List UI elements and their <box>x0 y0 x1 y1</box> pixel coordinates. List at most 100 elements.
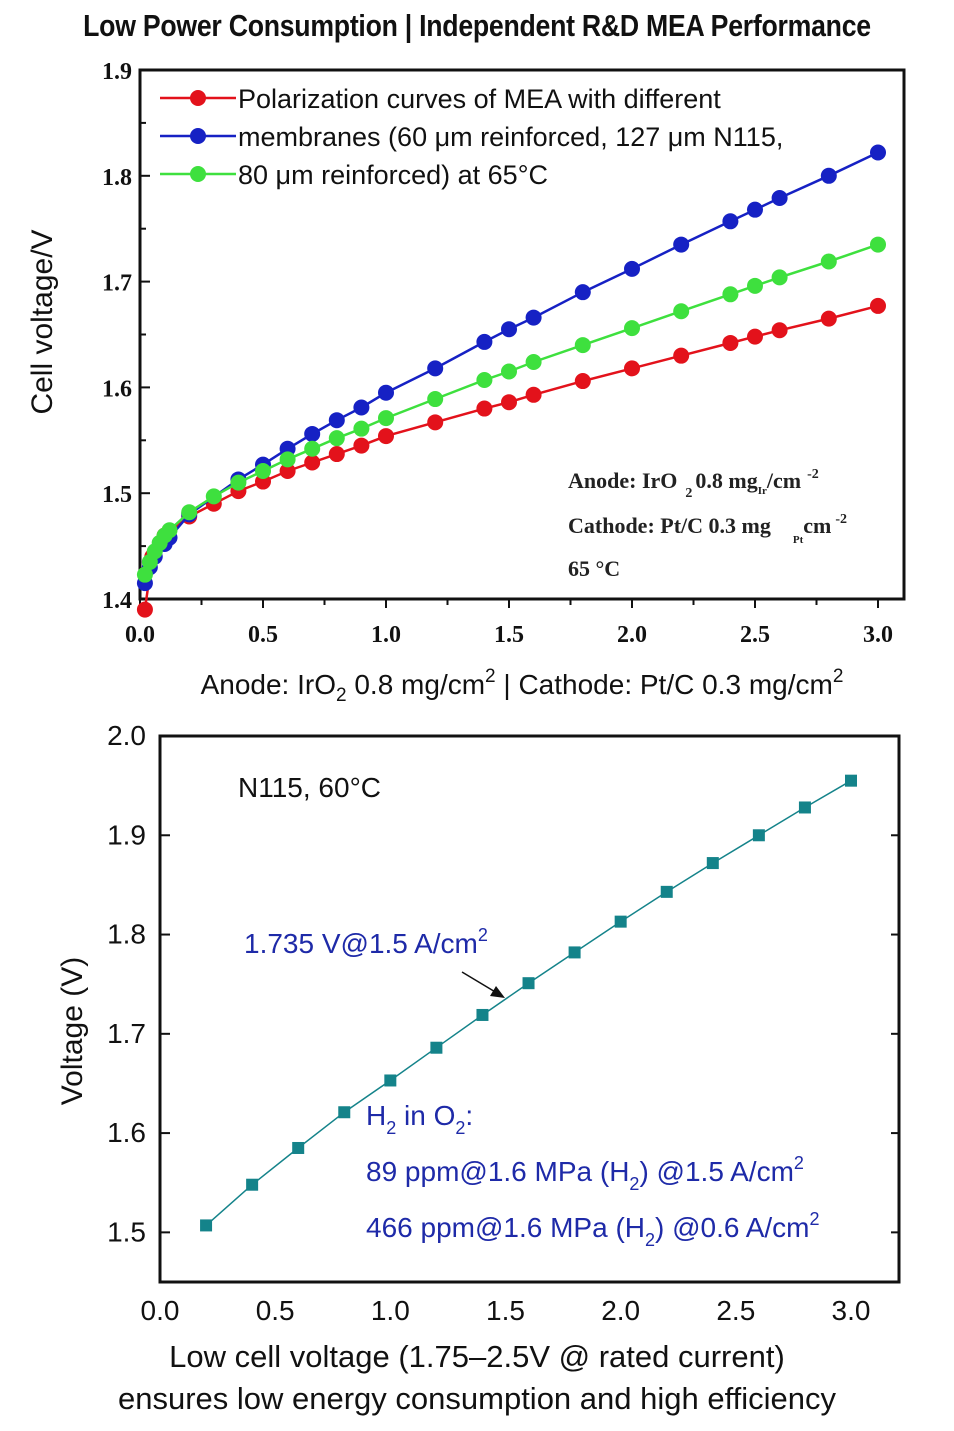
x-tick-label: 1.0 <box>371 622 401 648</box>
y-tick-label: 1.6 <box>107 1117 146 1148</box>
data-point-green <box>230 474 247 491</box>
x-tick-label: 3.0 <box>832 1295 871 1326</box>
h2-in-o2-annotation: H2 in O2: 89 ppm@1.6 MPa (H2) @1.5 A/cm2… <box>366 1100 820 1250</box>
top-x-axis-label: Anode: IrO2 0.8 mg/cm2 | Cathode: Pt/C 0… <box>201 666 844 706</box>
top-y-axis-label: Cell voltage/V <box>26 229 59 414</box>
data-point-blue <box>328 412 345 429</box>
x-tick-label: 2.0 <box>617 622 647 648</box>
bottom-x-ticks: 0.0 0.5 1.0 1.5 2.0 2.5 3.0 <box>141 1295 871 1326</box>
data-point-N115 <box>614 915 627 928</box>
bottom-y-ticks: 1.5 1.6 1.7 1.8 1.9 2.0 <box>107 720 899 1247</box>
x-tick-label: 2.5 <box>716 1295 755 1326</box>
data-point-N115 <box>338 1106 351 1119</box>
x-tick-label: 0.5 <box>256 1295 295 1326</box>
y-tick-label: 1.8 <box>107 919 146 950</box>
data-point-blue <box>771 190 788 207</box>
y-tick-label: 2.0 <box>107 720 146 751</box>
data-point-blue <box>304 425 321 442</box>
data-point-green <box>353 420 370 437</box>
y-tick-label: 1.7 <box>107 1018 146 1049</box>
data-point-N115 <box>430 1041 443 1054</box>
callout-arrow <box>461 971 505 998</box>
data-point-red <box>624 360 640 377</box>
data-point-red <box>501 394 517 411</box>
data-point-green <box>161 522 178 539</box>
y-tick-label: 1.8 <box>102 165 132 191</box>
data-point-green <box>205 488 222 505</box>
data-point-red <box>673 347 690 364</box>
y-tick-label: 1.4 <box>102 588 132 614</box>
data-point-green <box>574 337 591 354</box>
data-point-green <box>378 410 394 427</box>
anode-loading-text: Anode: IrO20.8 mgIr/cm -2 <box>568 467 819 501</box>
data-point-N115 <box>522 977 535 990</box>
page-title: Low Power Consumption | Independent R&D … <box>83 8 871 43</box>
data-point-N115 <box>292 1141 305 1154</box>
data-point-green <box>476 371 493 388</box>
x-tick-label: 1.5 <box>494 622 524 648</box>
callout-label: 1.735 V@1.5 A/cm2 <box>244 925 488 959</box>
data-point-red <box>353 437 370 454</box>
h2-in-o2-line-1: 89 ppm@1.6 MPa (H2) @1.5 A/cm2 <box>366 1153 804 1194</box>
series-line-red <box>143 304 879 610</box>
data-point-green <box>328 430 345 447</box>
data-point-green <box>747 277 763 294</box>
data-point-red <box>136 601 153 618</box>
data-point-red <box>870 297 886 314</box>
data-point-green <box>501 363 517 380</box>
data-point-red <box>328 446 345 463</box>
top-conditions-annotation: Anode: IrO20.8 mgIr/cm -2 Cathode: Pt/C 0… <box>568 467 847 581</box>
legend-blue-marker <box>190 128 206 144</box>
data-point-green <box>525 354 542 371</box>
bottom-series-group <box>200 774 857 1232</box>
data-point-green <box>255 462 271 479</box>
y-tick-label: 1.9 <box>107 819 146 850</box>
data-point-N115 <box>246 1178 259 1191</box>
data-point-green <box>820 253 837 270</box>
data-point-blue <box>673 236 690 253</box>
data-point-N115 <box>568 946 581 959</box>
data-point-red <box>476 400 493 417</box>
data-point-red <box>722 334 739 351</box>
data-point-blue <box>427 360 444 377</box>
data-point-red <box>378 428 394 445</box>
caption-line-1: Low cell voltage (1.75–2.5V @ rated curr… <box>169 1339 785 1374</box>
data-point-green <box>870 236 886 253</box>
data-point-green <box>673 303 690 320</box>
data-point-red <box>427 414 444 431</box>
data-point-blue <box>870 144 886 161</box>
top-chart: 1.4 1.5 1.6 1.7 1.8 1.9 0.0 0.5 1.0 1.5 2.0 2.5 3.0… <box>26 59 906 706</box>
x-tick-label: 0.0 <box>141 1295 180 1326</box>
legend-text-line-1: Polarization curves of MEA with differen… <box>238 84 721 114</box>
bottom-plot-frame <box>158 734 901 1284</box>
x-tick-label: 2.0 <box>601 1295 640 1326</box>
data-point-blue <box>378 384 394 401</box>
x-tick-label: 1.0 <box>371 1295 410 1326</box>
data-point-blue <box>722 213 739 230</box>
data-point-green <box>722 286 739 303</box>
caption-line-2: ensures low energy consumption and high … <box>117 1381 837 1416</box>
data-point-blue <box>820 167 837 184</box>
caption: Low cell voltage (1.75–2.5V @ rated curr… <box>0 1336 954 1420</box>
data-point-red <box>747 328 763 345</box>
y-tick-label: 1.9 <box>102 59 132 85</box>
data-point-blue <box>574 284 591 301</box>
x-tick-label: 3.0 <box>863 622 893 648</box>
data-point-red <box>771 322 788 339</box>
data-point-N115 <box>752 829 765 842</box>
h2-in-o2-title: H2 in O2: <box>366 1100 473 1138</box>
bottom-chart: 1.5 1.6 1.7 1.8 1.9 2.0 0.0 0.5 1.0 1.5 2.0 2.5 3.0… <box>56 720 901 1326</box>
data-point-blue <box>353 399 370 416</box>
top-legend: Polarization curves of MEA with differen… <box>160 84 783 190</box>
y-tick-label: 1.5 <box>107 1216 146 1247</box>
data-point-N115 <box>845 774 857 787</box>
data-point-blue <box>747 201 763 218</box>
data-point-green <box>771 269 788 286</box>
data-point-N115 <box>200 1219 213 1232</box>
condition-label: N115, 60°C <box>238 772 381 803</box>
data-point-blue <box>501 321 517 338</box>
data-point-red <box>574 373 591 390</box>
bottom-y-axis-label: Voltage (V) <box>56 957 89 1105</box>
legend-text-line-2: membranes (60 μm reinforced, 127 μm N115… <box>238 122 783 152</box>
